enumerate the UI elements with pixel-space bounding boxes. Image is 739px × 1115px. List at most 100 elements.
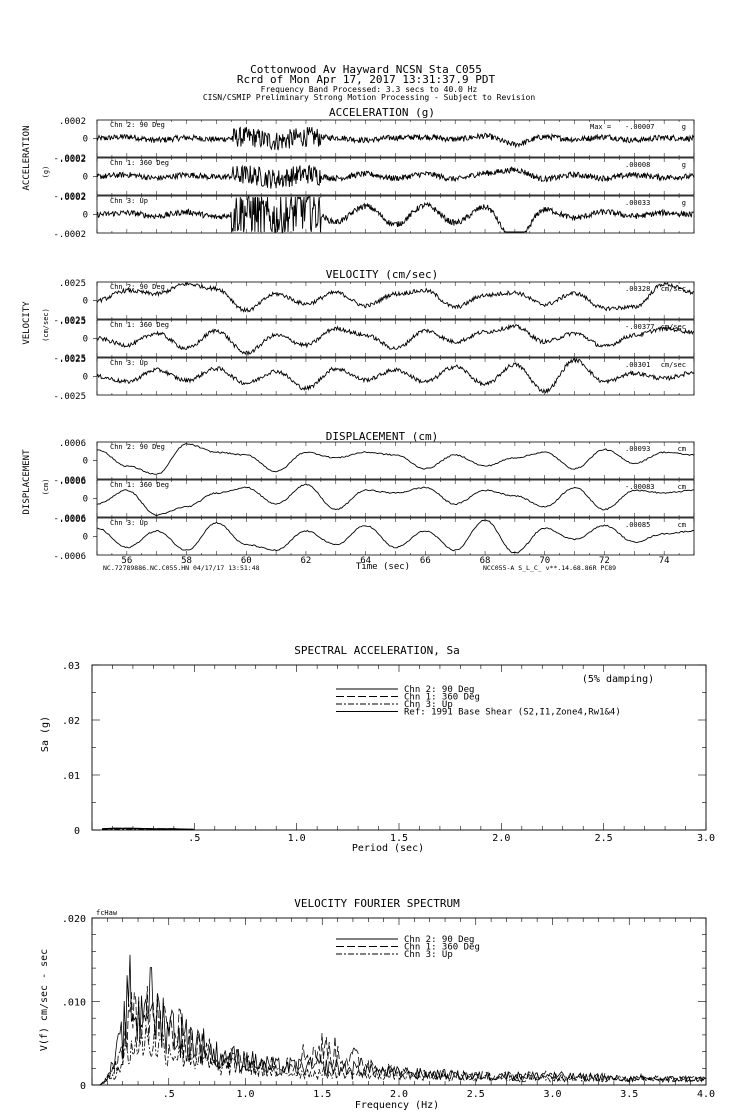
fourier-series-line [99,954,707,1086]
panel-0-strip-2: .0002 0 -.0002 Chn 3: Up .00033 g [53,193,695,240]
sa-legend-label: Ref: 1991 Base Shear (S2,I1,Zone4,Rw1&4) [404,708,621,718]
max-value: .00085 [625,521,650,529]
trace-displacement [97,443,695,475]
trace-acceleration [96,196,695,234]
max-value: .00093 [625,445,650,453]
channel-label: Chn 3: Up [110,359,148,367]
strip-y-tick-zero: 0 [83,297,88,307]
header-record: Rcrd of Mon Apr 17, 2017 13:31:37.9 PDT [237,73,496,86]
trace-acceleration [96,164,695,189]
fourier-x-tick-label: .5 [163,1089,175,1100]
channel-label: Chn 2: 90 Deg [110,283,165,291]
strip-y-tick-zero: 0 [83,335,88,345]
acceleration-unit-label: (g) [42,166,50,179]
sa-legend-label: Chn 2: 90 Deg [404,685,474,695]
trace-acceleration [96,126,695,151]
sa-x-tick-label: 1.5 [390,833,408,844]
velocity-title: VELOCITY (cm/sec) [326,268,439,281]
fourier-y-tick-label: .020 [62,914,86,925]
trace-velocity [96,281,694,313]
strip-y-tick-bottom: -.0025 [53,316,86,326]
footer-left: NC.72789886.NC.C055.HN 04/17/17 13:51:48 [103,564,260,572]
fourier-legend-label: Chn 3: Up [404,950,453,960]
fourier-axes: .5 1.0 1.5 2.0 2.5 3.0 3.5 4.0 0 .010 .020 Chn 2: 9… [62,914,715,1100]
strip-frame [96,441,695,480]
strip-y-tick-top: .0006 [59,515,86,525]
fourier-series-line [99,1023,707,1086]
max-unit: cm/sec [661,285,686,293]
strip-y-tick-bottom: -.0002 [53,154,86,164]
max-value: -.00377 [625,323,655,331]
strip-y-tick-bottom: -.0025 [53,392,86,402]
channel-label: Chn 3: Up [110,197,148,205]
acceleration-title: ACCELERATION (g) [329,106,435,119]
max-value: -.00083 [625,483,655,491]
channel-label: Chn 1: 360 Deg [110,321,169,329]
max-label: Max = [590,123,611,131]
strip-y-tick-zero: 0 [83,135,88,145]
channel-label: Chn 3: Up [110,519,148,527]
strip-y-tick-bottom: -.0002 [53,230,86,240]
max-unit: cm [678,483,686,491]
strip-y-tick-zero: 0 [83,495,88,505]
max-value: -.00007 [625,123,655,131]
strip-y-tick-zero: 0 [83,173,88,183]
channel-label: Chn 2: 90 Deg [110,443,165,451]
strip-y-tick-bottom: -.0006 [53,476,86,486]
fourier-y-tick-label: .010 [62,998,86,1009]
panel-1-strip-0: .0025 0 -.0025 Chn 2: 90 Deg .00328 cm/sec [53,279,695,326]
time-tick-label: 66 [420,556,431,566]
panel-2-strip-2: .0006 0 -.0006 Chn 3: Up .00085 cm [53,515,695,562]
max-unit: cm/sec [661,323,686,331]
strip-y-tick-top: .0006 [59,477,86,487]
sa-ylabel: Sa (g) [40,716,51,752]
panel-2-strip-0: .0006 0 -.0006 Chn 2: 90 Deg .00093 cm [53,439,695,486]
strip-y-tick-bottom: -.0002 [53,192,86,202]
max-value: .00033 [625,199,650,207]
time-tick-label: 60 [241,556,252,566]
fourier-x-tick-label: 3.0 [543,1089,561,1100]
acceleration-side-label: ACCELERATION [22,125,32,190]
time-tick-label: 68 [480,556,491,566]
max-value: .00328 [625,285,650,293]
footer-right: NCC055-A S_L_C_ v**.14.68.86R PC89 [483,564,616,572]
strip-frame [96,281,695,320]
time-tick-label: 70 [539,556,550,566]
time-tick-label: 58 [181,556,192,566]
max-unit: cm [678,445,686,453]
time-tick-label: 62 [301,556,312,566]
strip-frame [96,319,695,358]
velocity-unit-label: (cm/sec) [42,308,50,342]
channel-label: Chn 1: 360 Deg [110,159,169,167]
sa-x-tick-label: 1.0 [288,833,306,844]
sa-series-line [102,828,195,831]
sa-x-tick-label: 2.5 [595,833,613,844]
strip-y-tick-top: .0002 [59,193,86,203]
time-tick-label: 72 [599,556,610,566]
displacement-unit-label: (cm) [42,479,50,496]
channel-label: Chn 1: 360 Deg [110,481,169,489]
fourier-title: VELOCITY FOURIER SPECTRUM [294,897,460,910]
displacement-title: DISPLACEMENT (cm) [326,430,439,443]
time-series-layer: .0002 0 -.0002 Chn 2: 90 Deg Max = -.00007 g .0… [53,117,695,566]
header-processing: CISN/CSMIP Preliminary Strong Motion Pro… [203,93,536,102]
header-station: Cottonwood Av Hayward NCSN Sta C055 [250,63,482,76]
velocity-side-label: VELOCITY [22,301,32,345]
fourier-xlabel: Frequency (Hz) [355,1100,439,1111]
displacement-side-label: DISPLACEMENT [22,449,32,515]
strip-y-tick-zero: 0 [83,211,88,221]
fourier-y-tick-label: 0 [80,1081,86,1092]
max-unit: cm [678,521,686,529]
max-unit: g [682,161,686,169]
strip-y-tick-top: .0002 [59,117,86,127]
fourier-x-tick-label: 1.0 [236,1089,254,1100]
sa-title: SPECTRAL ACCELERATION, Sa [294,644,460,657]
strip-y-tick-bottom: -.0006 [53,552,86,562]
sa-legend-label: Chn 3: Up [404,700,453,710]
time-tick-label: 64 [360,556,371,566]
sa-damping-note: (5% damping) [582,674,654,685]
fourier-frame [91,917,707,1086]
sa-x-tick-label: 3.0 [697,833,715,844]
max-unit: g [682,123,686,131]
